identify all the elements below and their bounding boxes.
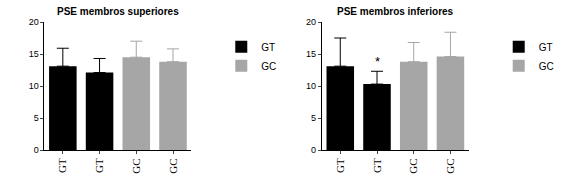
svg-text:GC: GC bbox=[444, 158, 456, 173]
svg-text:GT: GT bbox=[334, 158, 346, 173]
svg-text:GT: GT bbox=[93, 158, 105, 173]
svg-text:GT: GT bbox=[261, 42, 275, 53]
svg-text:PSE membros inferiores: PSE membros inferiores bbox=[337, 6, 454, 17]
svg-text:20: 20 bbox=[29, 17, 39, 27]
svg-text:10: 10 bbox=[29, 81, 39, 91]
svg-text:GC: GC bbox=[407, 158, 419, 173]
svg-text:GC: GC bbox=[539, 61, 554, 72]
svg-text:0: 0 bbox=[311, 145, 316, 155]
svg-text:20: 20 bbox=[306, 17, 316, 27]
svg-text:5: 5 bbox=[34, 113, 39, 123]
svg-text:GC: GC bbox=[130, 158, 142, 173]
svg-text:15: 15 bbox=[306, 49, 316, 59]
svg-text:GT: GT bbox=[371, 158, 383, 173]
svg-text:PSE membros superiores: PSE membros superiores bbox=[57, 6, 179, 17]
svg-text:*: * bbox=[375, 54, 380, 69]
svg-text:0: 0 bbox=[34, 145, 39, 155]
svg-text:GC: GC bbox=[261, 61, 276, 72]
svg-text:GC: GC bbox=[167, 158, 179, 173]
svg-text:5: 5 bbox=[311, 113, 316, 123]
svg-text:GT: GT bbox=[56, 158, 68, 173]
svg-text:GT: GT bbox=[539, 42, 553, 53]
svg-text:10: 10 bbox=[306, 81, 316, 91]
svg-text:15: 15 bbox=[29, 49, 39, 59]
